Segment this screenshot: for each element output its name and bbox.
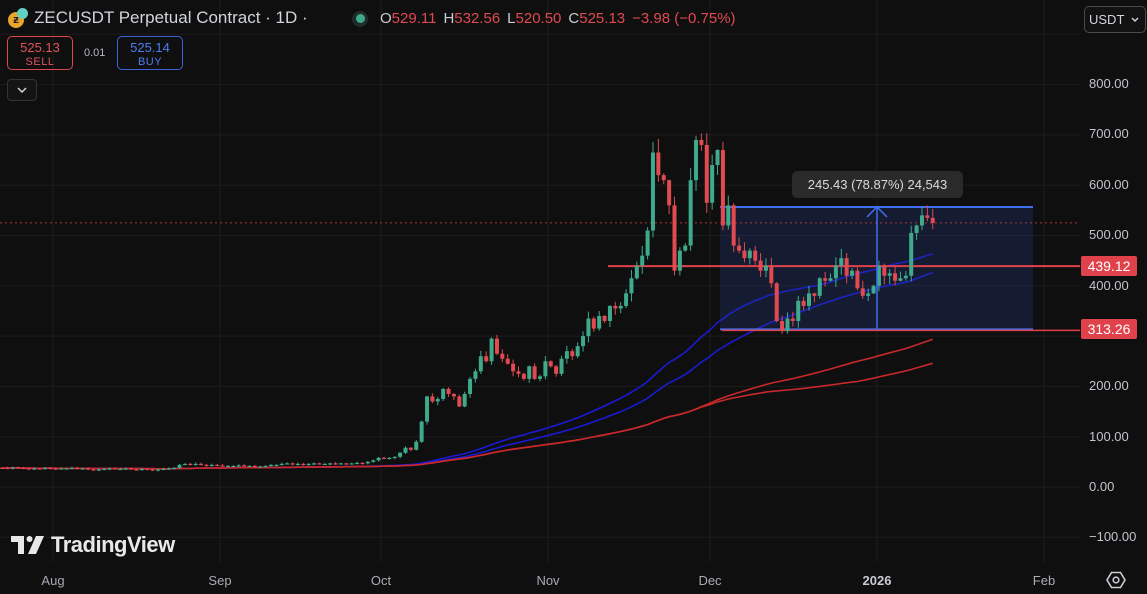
currency-selector[interactable]: USDT <box>1084 6 1146 33</box>
spread-value: 0.01 <box>84 47 106 59</box>
tradingview-logo[interactable]: TradingView <box>11 532 175 558</box>
symbol-header[interactable]: ƶ ZECUSDT Perpetual Contract · 1D · <box>8 8 308 28</box>
measure-tooltip: 245.43 (78.87%) 24,543 <box>792 171 963 198</box>
sell-label: SELL <box>25 56 55 68</box>
zcash-coin-icon: ƶ <box>8 8 28 28</box>
market-status-icon[interactable] <box>352 10 368 27</box>
low-value: 520.50 <box>515 10 562 27</box>
close-value: 525.13 <box>579 10 626 27</box>
buy-button[interactable]: 525.14 BUY <box>117 36 183 70</box>
price-tick: 200.00 <box>1089 378 1129 393</box>
low-label: L <box>507 10 516 27</box>
open-value: 529.11 <box>391 10 437 27</box>
sell-button[interactable]: 525.13 SELL <box>7 36 73 70</box>
price-tick: 700.00 <box>1089 126 1129 141</box>
close-label: C <box>568 10 580 27</box>
price-tick: 500.00 <box>1089 227 1129 242</box>
price-tick: −100.00 <box>1089 529 1137 544</box>
time-tick: Oct <box>370 573 392 588</box>
price-tick: 400.00 <box>1089 278 1129 293</box>
time-tick: Dec <box>698 573 722 588</box>
level-price-label[interactable]: 313.26 <box>1081 319 1137 339</box>
measure-arrow <box>866 205 888 330</box>
time-tick: Nov <box>536 573 560 588</box>
sell-price: 525.13 <box>20 40 60 55</box>
ohlc-legend: O 529.11 H 532.56 L 520.50 C 525.13 −3.9… <box>352 10 743 27</box>
candlesticks <box>0 133 935 472</box>
high-value: 532.56 <box>454 10 501 27</box>
collapse-trade-button[interactable] <box>7 79 37 101</box>
time-tick: 2026 <box>862 573 892 588</box>
symbol-title[interactable]: ZECUSDT Perpetual Contract · 1D · <box>34 8 308 27</box>
high-label: H <box>443 10 455 27</box>
chevron-down-icon <box>17 87 27 93</box>
time-tick: Sep <box>208 573 232 588</box>
level-price-label[interactable]: 439.12 <box>1081 256 1137 276</box>
time-tick: Aug <box>41 573 65 588</box>
currency-value: USDT <box>1089 12 1125 27</box>
open-label: O <box>380 10 392 27</box>
grid-lines <box>0 0 1080 562</box>
time-tick: Feb <box>1032 573 1056 588</box>
price-tick: 100.00 <box>1089 429 1129 444</box>
tradingview-logo-icon <box>11 536 44 554</box>
buy-label: BUY <box>137 56 163 68</box>
price-tick: 0.00 <box>1089 479 1115 494</box>
price-tick: 600.00 <box>1089 177 1129 192</box>
buy-price: 525.14 <box>130 40 170 55</box>
settings-icon[interactable] <box>1106 571 1126 589</box>
change-value: −3.98 (−0.75%) <box>632 10 736 27</box>
tradingview-logo-text: TradingView <box>51 532 175 557</box>
chevron-down-icon <box>1131 17 1139 22</box>
price-tick: 800.00 <box>1089 76 1129 91</box>
